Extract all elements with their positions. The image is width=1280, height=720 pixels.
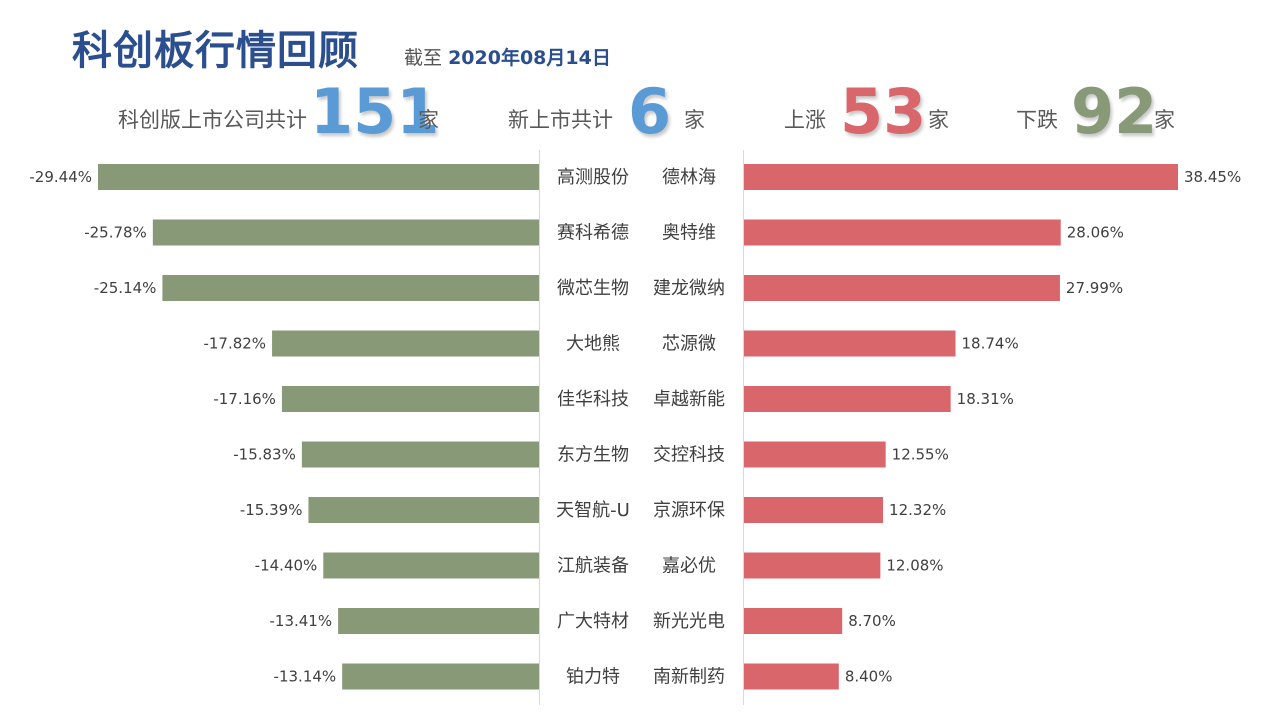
gainer-bar <box>744 441 886 468</box>
stat-total-unit: 家 <box>418 108 439 132</box>
gainer-name-label: 卓越新能 <box>653 389 725 410</box>
loser-value-label: -25.14% <box>94 279 157 297</box>
stat-down-value: 92 <box>1071 75 1158 148</box>
loser-value-label: -29.44% <box>29 168 92 186</box>
gainer-value-label: 8.40% <box>845 668 893 686</box>
gainer-bar <box>744 219 1061 246</box>
loser-name-label: 微芯生物 <box>557 278 629 299</box>
loser-name-label: 东方生物 <box>557 445 629 466</box>
loser-value-label: -17.16% <box>213 390 276 408</box>
date-value: 2020年08月14日 <box>448 47 611 69</box>
loser-value-label: -15.83% <box>233 446 296 464</box>
loser-bar <box>281 386 539 412</box>
loser-name-label: 广大特材 <box>557 611 629 632</box>
gainer-value-label: 18.74% <box>962 335 1019 353</box>
gainer-value-label: 12.32% <box>889 501 946 519</box>
loser-value-label: -15.39% <box>240 501 303 519</box>
loser-name-label: 高测股份 <box>557 167 629 188</box>
loser-value-label: -13.41% <box>270 612 333 630</box>
stat-down-unit: 家 <box>1154 108 1175 132</box>
gainer-name-label: 新光光电 <box>653 611 725 632</box>
gainer-name-label: 建龙微纳 <box>653 278 725 299</box>
gainer-value-label: 18.31% <box>957 390 1014 408</box>
gainer-value-label: 38.45% <box>1184 168 1241 186</box>
loser-name-label: 铂力特 <box>566 667 620 688</box>
gainer-bar <box>744 608 843 634</box>
stat-total-label: 科创版上市公司共计 <box>118 108 307 132</box>
loser-value-label: -25.78% <box>84 224 147 242</box>
gainer-bar <box>744 330 956 357</box>
stat-new-unit: 家 <box>684 108 705 132</box>
gainer-name-label: 嘉必优 <box>662 556 716 577</box>
stat-total-value: 151 <box>310 75 440 148</box>
loser-bar <box>323 552 539 579</box>
stat-new-value: 6 <box>628 75 672 148</box>
stat-up-label: 上涨 <box>784 108 826 132</box>
loser-name-label: 天智航-U <box>556 500 630 521</box>
gainer-name-label: 南新制药 <box>653 667 725 688</box>
loser-bar <box>308 497 539 523</box>
date-prefix: 截至 <box>404 47 443 69</box>
gainer-value-label: 8.70% <box>848 612 896 630</box>
stat-up-unit: 家 <box>928 108 949 132</box>
as-of-date: 截至 2020年08月14日 <box>404 43 611 70</box>
page-title: 科创板行情回顾 <box>72 28 359 74</box>
loser-value-label: -17.82% <box>203 335 266 353</box>
loser-bar <box>272 330 539 357</box>
gainer-bar <box>744 386 951 412</box>
gainer-name-label: 德林海 <box>662 167 716 188</box>
loser-name-label: 赛科希德 <box>557 223 629 244</box>
gainer-bar <box>744 552 881 579</box>
loser-bar <box>342 663 539 690</box>
gainer-bar <box>744 275 1060 301</box>
gainer-value-label: 12.55% <box>892 446 949 464</box>
gainer-name-label: 京源环保 <box>653 500 725 521</box>
stat-new-label: 新上市共计 <box>508 108 613 132</box>
gainer-value-label: 28.06% <box>1067 224 1124 242</box>
gainer-value-label: 12.08% <box>886 557 943 575</box>
loser-value-label: -14.40% <box>255 557 318 575</box>
gainer-name-label: 芯源微 <box>662 334 716 355</box>
stat-up-value: 53 <box>840 75 927 148</box>
gainer-bar <box>744 497 884 523</box>
loser-value-label: -13.14% <box>274 668 337 686</box>
loser-name-label: 大地熊 <box>566 334 620 355</box>
gainer-name-label: 奥特维 <box>662 223 716 244</box>
loser-bar <box>338 608 539 634</box>
loser-bar <box>98 164 539 190</box>
loser-bar <box>152 219 539 246</box>
loser-name-label: 佳华科技 <box>557 389 629 410</box>
gainer-name-label: 交控科技 <box>653 445 725 466</box>
gainer-bar <box>744 663 839 690</box>
loser-bar <box>162 275 540 301</box>
loser-name-label: 江航装备 <box>557 556 629 577</box>
stat-down-label: 下跌 <box>1016 108 1058 132</box>
gainer-value-label: 27.99% <box>1066 279 1123 297</box>
loser-bar <box>301 441 539 468</box>
gainer-bar <box>744 164 1178 190</box>
